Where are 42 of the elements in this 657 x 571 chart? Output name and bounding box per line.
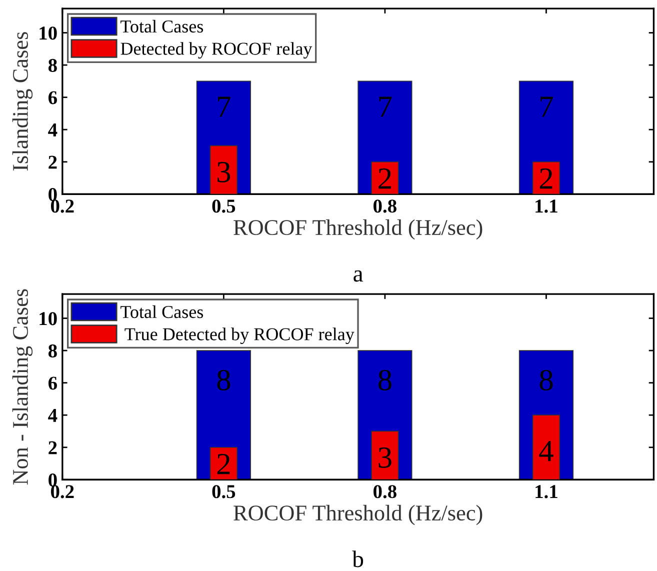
data-label: 8 <box>217 370 230 390</box>
data-label: 8 <box>540 370 553 390</box>
x-tick-label: 1.1 <box>536 200 558 213</box>
x-tick-label: 0.8 <box>374 485 396 498</box>
data-label: 3 <box>378 447 392 468</box>
y-tick-label: 10 <box>40 312 57 326</box>
y-tick-label: 2 <box>48 441 57 454</box>
text: b <box>352 550 364 568</box>
y-axis-title: Non - Islanding Cases <box>12 289 33 485</box>
x-axis-title: ROCOF Threshold (Hz/sec) <box>234 219 482 240</box>
y-tick-label: 2 <box>48 156 57 169</box>
data-label: 2 <box>540 168 552 189</box>
data-label: 2 <box>378 168 391 189</box>
x-tick-label: 0.2 <box>51 200 74 213</box>
x-tick-label: 0.5 <box>212 485 236 498</box>
data-label: 7 <box>379 96 392 117</box>
y-tick-label: 6 <box>48 91 57 104</box>
text: a <box>354 270 363 282</box>
y-axis-title: Islanding Cases <box>12 32 33 171</box>
y-tick-label: 8 <box>48 344 57 358</box>
y-tick-label: 10 <box>40 26 57 40</box>
y-tick-label: 0 <box>48 473 57 487</box>
data-label: 8 <box>378 370 392 390</box>
y-tick-label: 4 <box>48 409 58 422</box>
data-label: 3 <box>218 162 230 182</box>
y-tick-label: 8 <box>48 58 57 72</box>
data-label: 4 <box>539 441 554 462</box>
y-tick-label: 6 <box>48 376 57 390</box>
y-tick-label: 0 <box>48 188 57 202</box>
legend-label: Detected by ROCOF relay <box>120 42 312 59</box>
legend-label: Total Cases <box>120 305 204 318</box>
x-tick-label: 0.2 <box>51 485 74 498</box>
x-tick-label: 0.8 <box>374 200 396 213</box>
x-axis-title: ROCOF Threshold (Hz/sec) <box>234 504 482 526</box>
data-label: 7 <box>540 96 553 117</box>
data-label: 7 <box>218 96 230 117</box>
x-tick-label: 0.5 <box>212 200 236 213</box>
legend-label: Total Cases <box>120 20 204 33</box>
y-tick-label: 4 <box>48 124 58 136</box>
legend-label: True Detected by ROCOF relay <box>124 328 354 344</box>
data-label: 2 <box>217 454 230 474</box>
x-tick-label: 1.1 <box>536 485 558 498</box>
